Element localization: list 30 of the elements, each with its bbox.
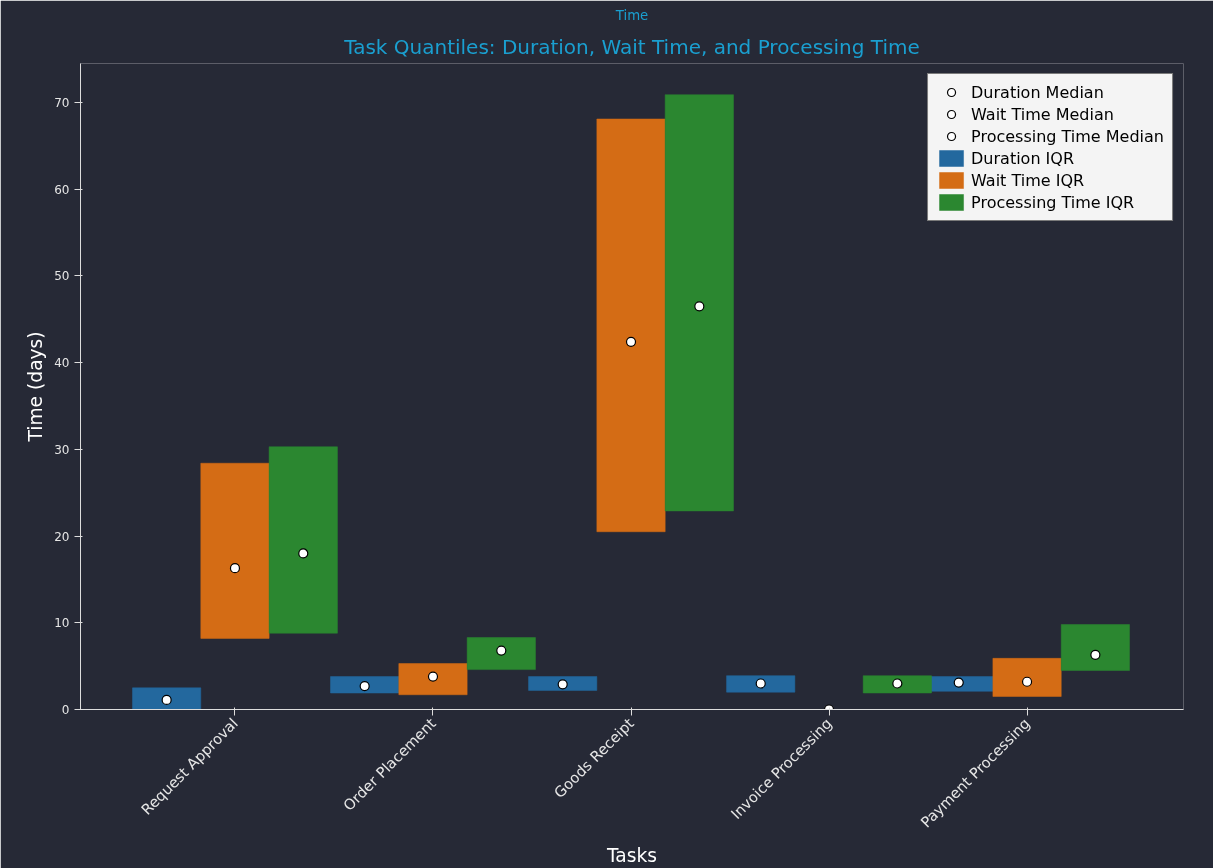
legend-label: Processing Time IQR xyxy=(971,192,1135,212)
bar xyxy=(596,118,666,532)
x-axis-title: Tasks xyxy=(606,844,657,866)
bar xyxy=(466,637,536,670)
legend-label: Duration IQR xyxy=(971,148,1075,168)
legend-label: Wait Time Median xyxy=(971,104,1114,124)
y-tick-label: 40 xyxy=(54,356,70,371)
bar xyxy=(1060,624,1130,671)
legend-label: Processing Time Median xyxy=(971,126,1164,146)
chart-title: Task Quantiles: Duration, Wait Time, and Processing Time xyxy=(343,34,920,59)
y-tick-label: 0 xyxy=(61,703,70,717)
bar xyxy=(398,663,468,696)
bar xyxy=(132,687,202,710)
y-tick-label: 10 xyxy=(54,616,70,631)
y-tick-label: 60 xyxy=(54,182,70,197)
y-tick-label: 30 xyxy=(54,442,70,457)
bar xyxy=(664,94,734,512)
y-tick-label: 50 xyxy=(54,269,70,284)
y-axis-title: Time (days) xyxy=(25,331,47,443)
y-tick-label: 70 xyxy=(54,96,70,111)
legend-label: Wait Time IQR xyxy=(971,170,1085,190)
bar xyxy=(200,462,270,639)
bar xyxy=(992,658,1062,697)
legend-label: Duration Median xyxy=(971,82,1104,102)
y-tick-label: 20 xyxy=(54,529,70,544)
bar xyxy=(862,675,932,694)
bar xyxy=(268,446,338,634)
bar xyxy=(330,676,400,694)
bar xyxy=(726,675,796,693)
text: Time xyxy=(614,7,649,23)
